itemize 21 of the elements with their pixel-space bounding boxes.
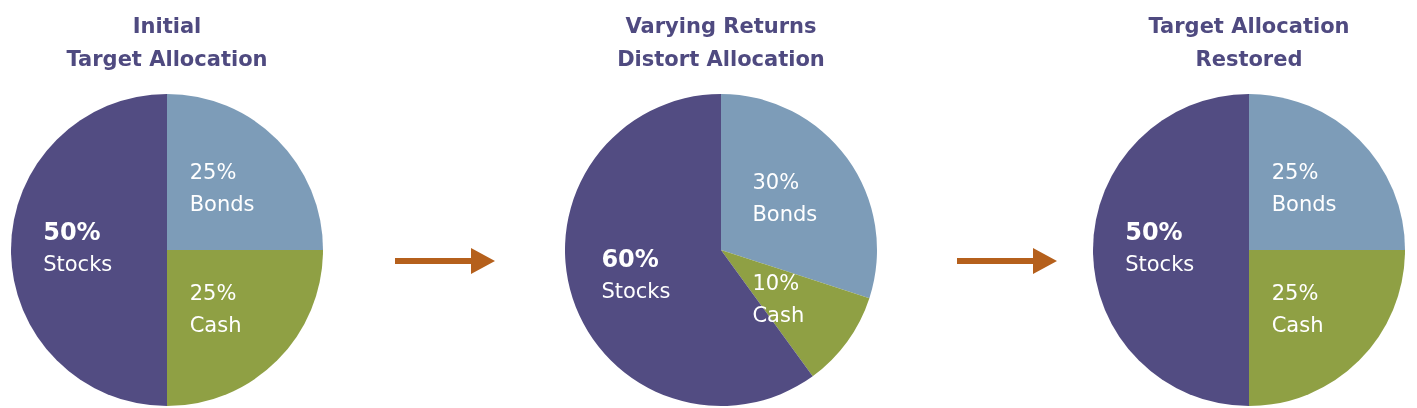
chart-title: Initial Target Allocation: [65, 13, 269, 73]
slice-label: Bonds: [752, 202, 818, 227]
slice-label: Stocks: [1125, 252, 1195, 277]
slice-label: Cash: [1271, 313, 1324, 338]
data-label: 25%: [1271, 281, 1319, 306]
data-label: 10%: [752, 270, 800, 295]
data-label: 30%: [752, 170, 800, 195]
data-label: 25%: [1271, 159, 1319, 184]
slice-label: Cash: [752, 302, 805, 327]
data-label: 50%: [43, 218, 101, 247]
data-label: 50%: [1125, 218, 1183, 247]
data-label: 25%: [189, 281, 237, 306]
chart-title: Varying Returns Distort Allocation: [616, 13, 826, 73]
slice-label: Bonds: [189, 191, 255, 216]
chart-title: Target Allocation Restored: [1147, 13, 1351, 73]
slice-label: Stocks: [43, 252, 113, 277]
slice-label: Cash: [189, 313, 242, 338]
data-label: 60%: [601, 244, 659, 273]
data-label: 25%: [189, 159, 237, 184]
slice-label: Bonds: [1271, 191, 1337, 216]
slice-label: Stocks: [601, 278, 671, 303]
